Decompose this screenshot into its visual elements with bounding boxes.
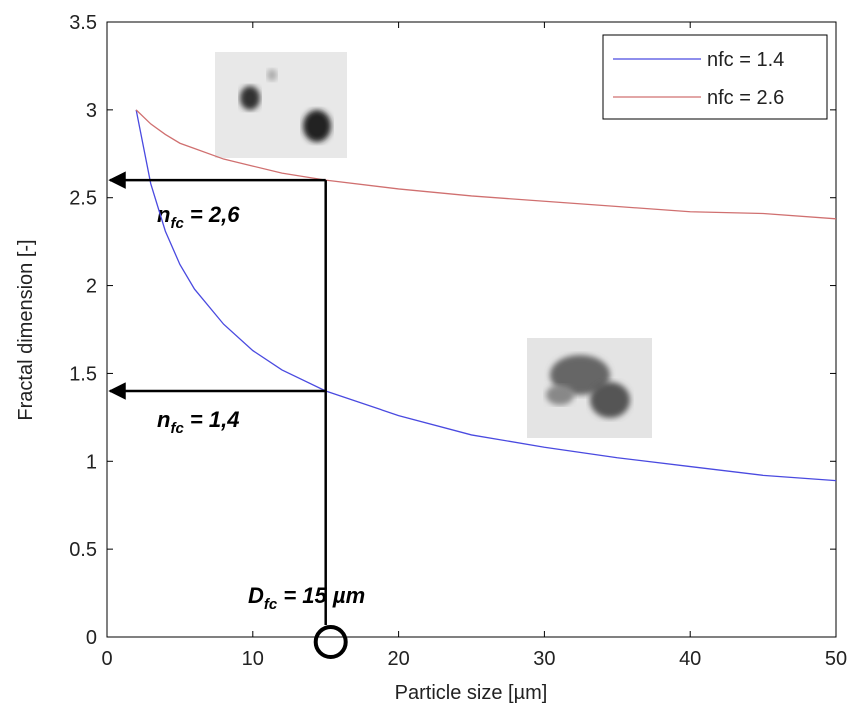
- annotation-sub: fc: [170, 420, 184, 437]
- annotation-text: = 15 µm: [277, 583, 365, 608]
- annotation: nfc = 1,4: [157, 407, 239, 437]
- annotation-sub: fc: [170, 215, 184, 232]
- x-tick-label: 10: [242, 648, 264, 670]
- inset-image: [527, 338, 652, 438]
- line-series: [135, 109, 837, 220]
- y-tick-label: 0.5: [69, 539, 97, 561]
- annotation: Dfc = 15 µm: [248, 583, 365, 613]
- annotation-text: = 1,4: [184, 407, 240, 432]
- x-tick-label: 40: [679, 648, 701, 670]
- y-tick-label: 2.5: [69, 188, 97, 210]
- y-tick-label: 2: [86, 276, 97, 298]
- y-axis-label: Fractal dimension [-]: [15, 239, 37, 420]
- y-tick-label: 3.5: [69, 12, 97, 34]
- y-tick-label: 1: [86, 451, 97, 473]
- x-tick-label: 20: [387, 648, 409, 670]
- x-axis-label: Particle size [µm]: [395, 682, 548, 704]
- inset-image: [215, 52, 347, 158]
- annotation-text: = 2,6: [184, 202, 240, 227]
- annotation: nfc = 2,6: [157, 202, 240, 232]
- line-series: [135, 109, 837, 482]
- y-tick-label: 1.5: [69, 363, 97, 385]
- legend-label: nfc = 1.4: [707, 49, 784, 71]
- reference-point: [313, 625, 348, 659]
- annotation-base: n: [157, 202, 170, 227]
- legend-box: [602, 34, 828, 120]
- x-tick-label: 0: [101, 648, 112, 670]
- y-tick-label: 3: [86, 100, 97, 122]
- y-tick-label: 0: [86, 627, 97, 649]
- legend-label: nfc = 2.6: [707, 87, 784, 109]
- annotation-sub: fc: [264, 596, 278, 613]
- x-tick-label: 30: [533, 648, 555, 670]
- x-tick-label: 50: [825, 648, 847, 670]
- annotation-base: n: [157, 407, 170, 432]
- annotation-base: D: [248, 583, 264, 608]
